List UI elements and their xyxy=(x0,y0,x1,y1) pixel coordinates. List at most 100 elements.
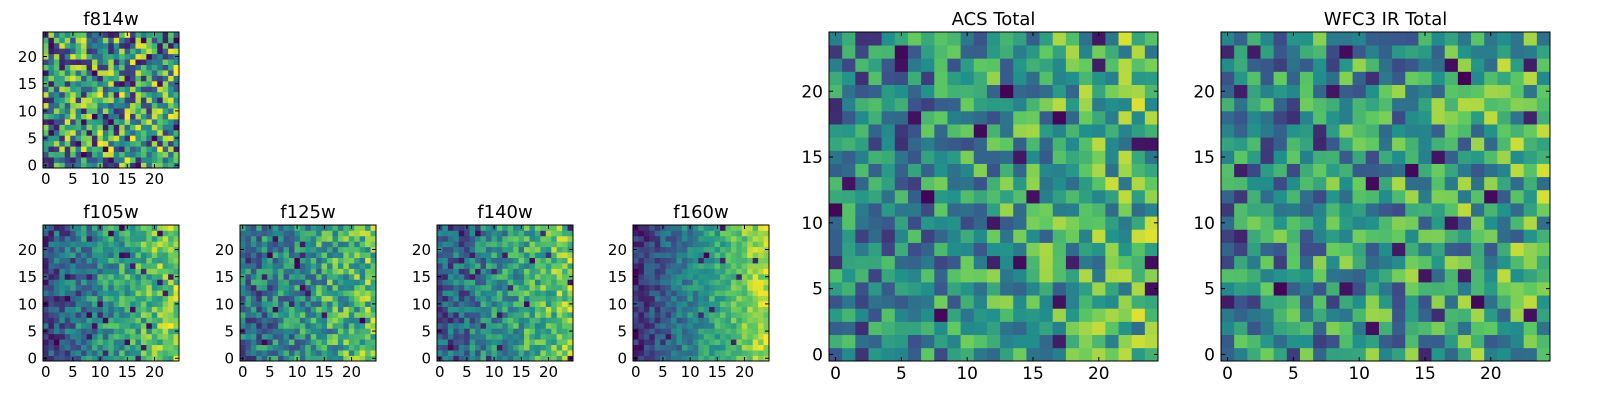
f814w-cell xyxy=(135,124,142,131)
wfc3-ir-total-cell xyxy=(1273,347,1288,362)
f160w-cell xyxy=(758,263,764,269)
acs-total-cell xyxy=(1039,295,1054,309)
f105w-cell xyxy=(157,306,164,313)
wfc3-ir-total-cell xyxy=(1471,45,1485,59)
f160w-cell xyxy=(758,246,764,253)
f140w-cell xyxy=(540,328,547,335)
wfc3-ir-total-cell xyxy=(1378,282,1393,296)
wfc3-ir-total-cell xyxy=(1339,124,1353,138)
f140w-cell xyxy=(507,290,514,297)
f814w-cell xyxy=(43,48,49,55)
wfc3-ir-total-cell xyxy=(1365,255,1380,270)
wfc3-ir-total-cell xyxy=(1418,347,1432,362)
f105w-cell xyxy=(130,225,136,231)
f160w-cell xyxy=(687,312,694,318)
f140w-cell xyxy=(464,350,470,356)
f814w-cell xyxy=(43,70,49,76)
f814w-cell xyxy=(81,59,87,65)
f140w-cell xyxy=(447,295,454,302)
f125w-cell xyxy=(267,312,273,318)
f105w-cell xyxy=(48,235,55,242)
f125w-cell xyxy=(321,279,328,286)
f160w-cell xyxy=(747,333,754,340)
f140w-cell xyxy=(453,312,460,318)
f125w-cell xyxy=(256,246,263,253)
f105w-cell xyxy=(140,339,147,346)
f105w-cell xyxy=(91,322,98,329)
acs-total-cell xyxy=(973,189,988,204)
f814w-cell xyxy=(173,97,180,104)
f160w-cell xyxy=(643,235,650,242)
acs-total-cell xyxy=(947,189,961,204)
f814w-cell xyxy=(102,151,109,158)
f160w-cell xyxy=(741,312,748,318)
f105w-cell xyxy=(173,317,180,324)
f160w-cell xyxy=(654,312,661,318)
acs-total-cell xyxy=(842,334,856,349)
wfc3-ir-total-cell xyxy=(1405,58,1419,72)
f105w-cell xyxy=(53,273,60,280)
f125w-cell xyxy=(278,317,284,324)
f125w-cell xyxy=(267,279,273,286)
wfc3-ir-total-cell xyxy=(1457,32,1472,46)
f160w-cell xyxy=(649,350,656,356)
f140w-cell xyxy=(496,355,503,362)
wfc3-ir-total-cell xyxy=(1286,321,1301,336)
f105w-cell xyxy=(108,284,115,291)
f105w-cell xyxy=(119,268,125,275)
acs-total-cell xyxy=(1026,242,1040,257)
f814w-cell xyxy=(146,157,153,163)
f140w-cell xyxy=(540,355,547,362)
acs-total-cell xyxy=(1000,110,1014,125)
wfc3-ir-total-cell xyxy=(1510,84,1525,99)
f814w-cell xyxy=(162,37,169,44)
f140w-cell xyxy=(507,295,514,302)
f814w-cell xyxy=(59,157,66,163)
acs-total-cell xyxy=(1039,242,1054,257)
acs-total-cell xyxy=(921,347,935,362)
f140w-cell xyxy=(469,257,476,264)
acs-total-cell xyxy=(894,229,909,243)
f125w-cell xyxy=(348,328,355,335)
f814w-cell xyxy=(97,91,104,98)
f814w-cell xyxy=(97,102,104,109)
acs-total-cell xyxy=(921,242,935,257)
acs-total-cell xyxy=(986,58,1001,72)
f814w-cell xyxy=(113,108,120,114)
f160w-cell xyxy=(736,317,743,324)
f160w-cell xyxy=(681,322,688,329)
f125w-cell xyxy=(240,230,246,237)
f105w-cell xyxy=(162,339,169,346)
wfc3-ir-total-cells xyxy=(1221,32,1551,362)
f105w-cell xyxy=(130,241,136,248)
f125w-cell xyxy=(267,322,273,329)
f125w-cell xyxy=(332,268,339,275)
f125w-cell xyxy=(316,312,322,318)
f125w-cell xyxy=(332,225,339,231)
f105w-cell xyxy=(113,312,120,318)
acs-total-cell xyxy=(1105,189,1119,204)
wfc3-ir-total-cell xyxy=(1510,308,1525,322)
f160w-cell xyxy=(660,312,666,318)
f140w-cell xyxy=(442,235,449,242)
f140w-cell xyxy=(464,295,470,302)
wfc3-ir-total-cell xyxy=(1326,32,1340,46)
f814w-cell xyxy=(64,162,71,169)
f125w-cell xyxy=(245,230,252,237)
acs-total-cell xyxy=(1131,347,1146,362)
f814w-cell xyxy=(135,37,142,44)
wfc3-ir-total-cell xyxy=(1405,150,1419,164)
f140w-cell xyxy=(567,268,574,275)
wfc3-ir-total-cell xyxy=(1313,334,1327,349)
f125w-cell xyxy=(267,301,273,307)
f125w-cell xyxy=(332,257,339,264)
f160w-cell xyxy=(703,295,710,302)
wfc3-ir-total-ytick-label: 0 xyxy=(1204,346,1215,366)
f125w-xtick-label: 15 xyxy=(315,363,334,381)
f125w-cell xyxy=(327,257,333,264)
f125w-cell xyxy=(267,284,273,291)
wfc3-ir-total-cell xyxy=(1352,45,1367,59)
f105w-cell xyxy=(146,322,153,329)
wfc3-ir-total-cell xyxy=(1536,124,1551,138)
f814w-cell xyxy=(97,59,104,65)
